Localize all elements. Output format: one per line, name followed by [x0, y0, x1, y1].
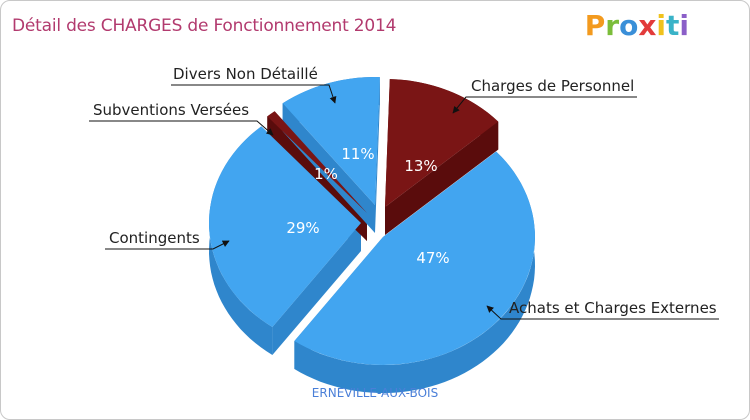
pie-slice-edge [375, 77, 380, 233]
pie-slice-edge [272, 223, 361, 355]
pie-category-label: Contingents [109, 229, 200, 247]
pie-category-label: Divers Non Détaillé [173, 65, 318, 83]
pie-slices [209, 77, 535, 365]
logo-letter: r [605, 9, 620, 42]
leader-line [171, 84, 337, 104]
pie-slice[interactable] [294, 151, 535, 365]
proxiti-logo[interactable]: Proxiti [585, 9, 689, 42]
leader-line [89, 120, 274, 136]
logo-letter: i [656, 9, 666, 42]
pie-slice[interactable] [282, 77, 380, 205]
chart-title: Détail des CHARGES de Fonctionnement 201… [12, 16, 397, 36]
pie-slice[interactable] [267, 111, 367, 213]
pie-percent-label: 11% [341, 145, 374, 163]
pie-category-label: Subventions Versées [93, 101, 249, 119]
pie-slice-edge [385, 121, 499, 235]
pie-percent-label: 29% [286, 219, 319, 237]
pie-category-labels: Charges de Personnel Achats et Charges Ex… [93, 65, 717, 317]
pie-slice[interactable] [385, 79, 499, 207]
pie-percent-labels: 13% 47% 29% 1%11% [286, 145, 449, 267]
pie-category-label: Achats et Charges Externes [509, 299, 717, 317]
leader-line [486, 305, 719, 320]
logo-letter: i [679, 9, 689, 42]
pie-slice-edge [282, 103, 375, 233]
pie-percent-label: 13% [404, 157, 437, 175]
pie-slice[interactable] [209, 126, 361, 328]
leader-line [105, 240, 230, 250]
pie-leader-lines [89, 84, 719, 320]
leader-line [452, 96, 637, 114]
location-label: ERNEVILLE-AUX-BOIS [311, 386, 439, 400]
logo-letter: x [638, 9, 657, 42]
logo-letter: t [666, 9, 680, 42]
logo-letter: o [619, 9, 639, 42]
pie-percent-label: 47% [416, 249, 449, 267]
pie-percent-label: 1% [314, 165, 338, 183]
logo-letter: P [584, 9, 606, 42]
pie-category-label: Charges de Personnel [471, 77, 634, 95]
